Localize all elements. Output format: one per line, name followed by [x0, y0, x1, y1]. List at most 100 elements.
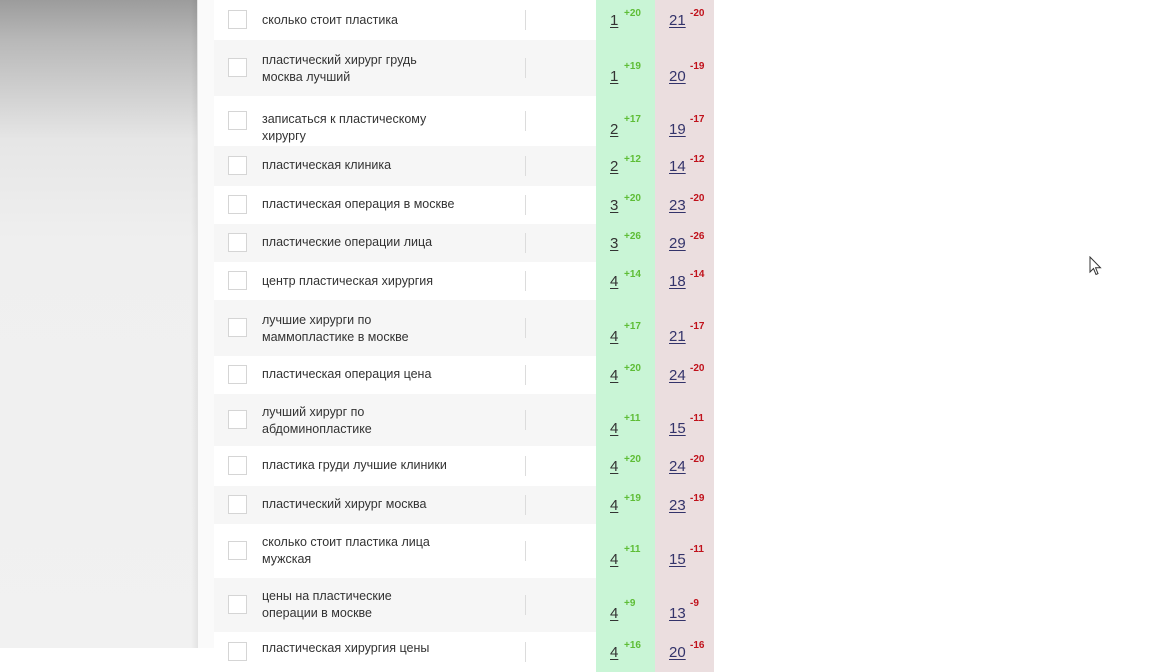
- previous-position-link[interactable]: 23: [669, 497, 686, 514]
- row-checkbox[interactable]: [228, 541, 247, 560]
- position-cell: 3 +20: [596, 186, 655, 224]
- row-checkbox[interactable]: [228, 271, 247, 290]
- previous-position-cell: 15 -11: [655, 524, 714, 578]
- position-link[interactable]: 4: [610, 328, 619, 345]
- position-change-positive: +19: [624, 493, 641, 504]
- position-link[interactable]: 4: [610, 367, 619, 384]
- position-change-positive: +16: [624, 640, 641, 651]
- row-checkbox[interactable]: [228, 365, 247, 384]
- previous-position-link[interactable]: 14: [669, 158, 686, 175]
- keyword-text: пластический хирург грудь москва лучший: [262, 53, 417, 84]
- row-checkbox[interactable]: [228, 195, 247, 214]
- previous-position-link[interactable]: 20: [669, 68, 686, 85]
- column-divider: [525, 642, 526, 662]
- keyword-text: пластическая операция в москве: [262, 197, 455, 211]
- row-checkbox[interactable]: [228, 495, 247, 514]
- previous-position-cell: 20 -16: [655, 632, 714, 672]
- previous-position-link[interactable]: 19: [669, 121, 686, 138]
- row-checkbox[interactable]: [228, 156, 247, 175]
- column-divider: [525, 456, 526, 476]
- position-link[interactable]: 4: [610, 644, 619, 661]
- position-link[interactable]: 2: [610, 121, 619, 138]
- position-cell: 2 +17: [596, 96, 655, 146]
- table-row: центр пластическая хирургия 4 +14 18 -14: [214, 262, 714, 300]
- previous-position-link[interactable]: 18: [669, 273, 686, 290]
- column-divider: [525, 595, 526, 615]
- previous-position-link[interactable]: 21: [669, 12, 686, 29]
- column-divider: [525, 195, 526, 215]
- position-cell: 4 +16: [596, 632, 655, 672]
- left-panel-background: [0, 0, 197, 648]
- row-checkbox[interactable]: [228, 642, 247, 661]
- keyword-text: пластическая хирургия цены: [262, 641, 430, 655]
- row-checkbox[interactable]: [228, 58, 247, 77]
- table-row: пластический хирург москва 4 +19 23 -19: [214, 486, 714, 524]
- previous-position-cell: 23 -20: [655, 186, 714, 224]
- position-change-positive: +11: [624, 544, 641, 555]
- position-change-negative: -19: [690, 61, 705, 72]
- position-link[interactable]: 3: [610, 235, 619, 252]
- position-change-negative: -17: [690, 114, 705, 125]
- previous-position-link[interactable]: 13: [669, 605, 686, 622]
- keyword-text: лучшие хирурги по маммопластике в москве: [262, 313, 409, 344]
- content-border: [197, 0, 215, 648]
- position-link[interactable]: 1: [610, 68, 619, 85]
- position-cell: 1 +19: [596, 40, 655, 96]
- table-row: лучшие хирурги по маммопластике в москве…: [214, 300, 714, 356]
- row-checkbox[interactable]: [228, 233, 247, 252]
- table-row: пластические операции лица 3 +26 29 -26: [214, 224, 714, 262]
- table-row: пластическая хирургия цены 4 +16 20 -16: [214, 632, 714, 672]
- position-change-negative: -11: [690, 413, 704, 424]
- position-link[interactable]: 4: [610, 273, 619, 290]
- row-checkbox[interactable]: [228, 456, 247, 475]
- previous-position-cell: 13 -9: [655, 578, 714, 632]
- position-cell: 4 +11: [596, 394, 655, 446]
- previous-position-link[interactable]: 24: [669, 458, 686, 475]
- position-change-positive: +11: [624, 413, 641, 424]
- row-checkbox[interactable]: [228, 410, 247, 429]
- position-cell: 4 +11: [596, 524, 655, 578]
- position-change-positive: +19: [624, 61, 641, 72]
- previous-position-link[interactable]: 15: [669, 551, 686, 568]
- row-checkbox[interactable]: [228, 318, 247, 337]
- position-change-positive: +17: [624, 321, 641, 332]
- position-change-positive: +9: [624, 598, 636, 609]
- keyword-text: пластика груди лучшие клиники: [262, 458, 447, 472]
- row-checkbox[interactable]: [228, 111, 247, 130]
- keyword-text: записаться к пластическому хирургу: [262, 112, 427, 143]
- position-link[interactable]: 4: [610, 551, 619, 568]
- position-link[interactable]: 4: [610, 420, 619, 437]
- position-link[interactable]: 4: [610, 497, 619, 514]
- position-change-negative: -20: [690, 8, 705, 19]
- position-change-positive: +20: [624, 454, 641, 465]
- position-link[interactable]: 4: [610, 458, 619, 475]
- table-row: записаться к пластическому хирургу 2 +17 19…: [214, 96, 714, 146]
- previous-position-link[interactable]: 15: [669, 420, 686, 437]
- position-cell: 4 +20: [596, 446, 655, 486]
- position-cell: 2 +12: [596, 146, 655, 186]
- row-checkbox[interactable]: [228, 595, 247, 614]
- keyword-text: цены на пластические операции в москве: [262, 589, 392, 620]
- row-checkbox[interactable]: [228, 10, 247, 29]
- column-divider: [525, 495, 526, 515]
- keyword-text: пластический хирург москва: [262, 497, 427, 511]
- position-link[interactable]: 1: [610, 12, 619, 29]
- previous-position-link[interactable]: 29: [669, 235, 686, 252]
- position-link[interactable]: 2: [610, 158, 619, 175]
- previous-position-link[interactable]: 24: [669, 367, 686, 384]
- position-change-negative: -9: [690, 598, 699, 609]
- position-link[interactable]: 4: [610, 605, 619, 622]
- table-row: пластический хирург грудь москва лучший 1…: [214, 40, 714, 96]
- previous-position-cell: 18 -14: [655, 262, 714, 300]
- position-link[interactable]: 3: [610, 197, 619, 214]
- position-cell: 4 +20: [596, 356, 655, 394]
- previous-position-link[interactable]: 23: [669, 197, 686, 214]
- column-divider: [525, 318, 526, 338]
- previous-position-link[interactable]: 20: [669, 644, 686, 661]
- table-row: сколько стоит пластика 1 +20 21 -20: [214, 0, 714, 40]
- position-change-positive: +20: [624, 193, 641, 204]
- position-change-positive: +20: [624, 363, 641, 374]
- position-cell: 4 +17: [596, 300, 655, 356]
- previous-position-link[interactable]: 21: [669, 328, 686, 345]
- keyword-text: центр пластическая хирургия: [262, 274, 434, 288]
